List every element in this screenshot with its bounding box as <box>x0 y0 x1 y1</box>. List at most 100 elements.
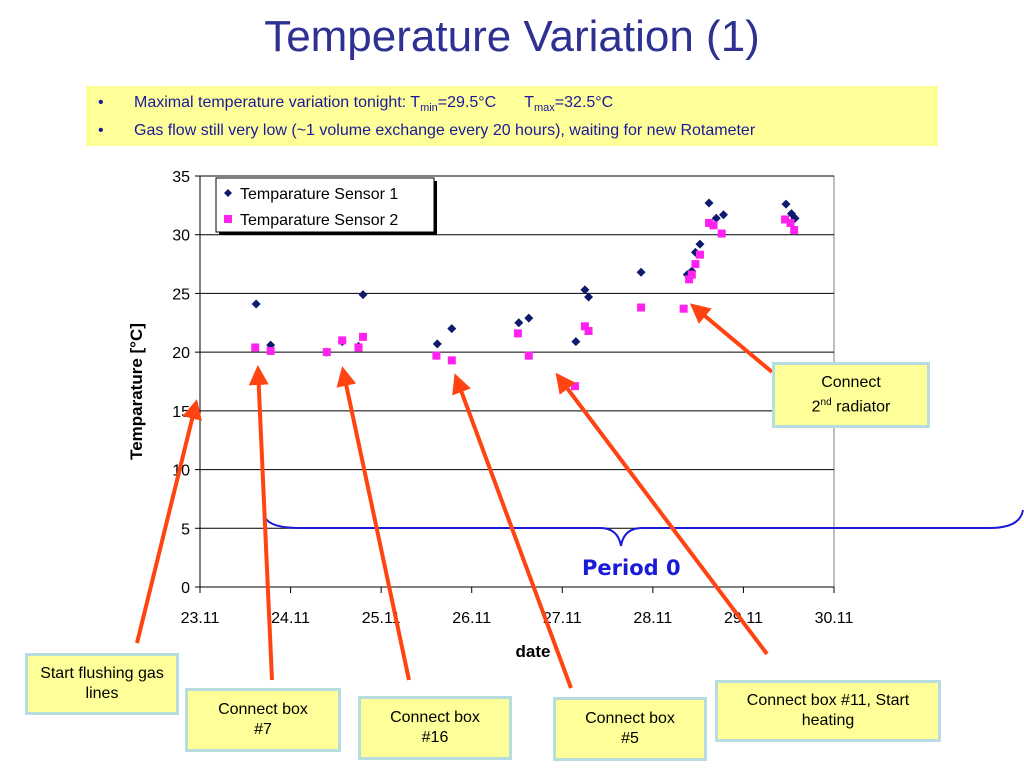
legend-label: Temparature Sensor 1 <box>240 186 398 203</box>
y-tick-label: 20 <box>172 345 190 362</box>
sensor2-point <box>432 351 441 360</box>
callout-connect-radiator: Connect 2nd radiator <box>772 362 930 428</box>
x-tick-label: 30.11 <box>815 610 854 627</box>
sensor1-point <box>704 198 714 208</box>
radiator-line1: Connect <box>821 373 881 391</box>
arrow-box7 <box>248 365 274 681</box>
sensor2-point <box>679 304 688 313</box>
callout-connect-box-11: Connect box #11, Start heating <box>715 680 941 742</box>
sensor2-point <box>322 348 331 357</box>
callout-box7-text: Connect box #7 <box>218 701 308 738</box>
bullet-1: • <box>98 94 104 111</box>
tmax-value: =32.5°C <box>554 94 614 111</box>
radiator-rest: radiator <box>831 398 891 416</box>
sensor2-point <box>691 260 700 269</box>
sensor1-point <box>580 285 590 295</box>
sensor2-point <box>524 351 533 360</box>
x-axis-label: date <box>516 642 551 661</box>
sensor1-point <box>571 337 581 347</box>
notes-box: • Maximal temperature variation tonight: … <box>86 86 938 146</box>
sensor2-point <box>513 329 522 338</box>
legend-marker-sensor1 <box>224 189 232 197</box>
sensor2-point <box>580 322 589 331</box>
sensor1-point <box>781 199 791 209</box>
legend-marker-sensor2 <box>224 215 232 223</box>
sensor2-point <box>359 332 368 341</box>
sensor2-point <box>685 275 694 284</box>
sensor1-point <box>711 213 721 223</box>
sensor1-point <box>358 290 368 300</box>
bullet-2: • <box>98 122 104 139</box>
sensor2-point <box>354 343 363 352</box>
x-tick-label: 23.11 <box>181 610 220 627</box>
x-tick-label: 29.11 <box>724 610 763 627</box>
sensor1-point <box>584 292 594 302</box>
sensor1-point <box>636 267 646 277</box>
y-axis-label: Temparature [°C] <box>127 323 146 460</box>
arrow-start-flushing <box>135 399 202 644</box>
sensor2-point <box>447 356 456 365</box>
sensor1-point <box>524 313 534 323</box>
note-gas-flow: • Gas flow still very low (~1 volume exch… <box>98 122 755 140</box>
x-tick-label: 27.11 <box>543 610 582 627</box>
callout-start-flushing: Start flushing gas lines <box>25 653 179 715</box>
sensor2-point <box>338 336 347 345</box>
sensor2-point <box>781 215 790 224</box>
sensor1-point <box>432 339 442 349</box>
sensor2-point <box>709 221 718 230</box>
sensor2-point <box>705 218 714 227</box>
y-tick-label: 25 <box>172 286 190 303</box>
y-tick-label: 15 <box>172 404 190 421</box>
tmax-symbol: T <box>524 94 535 111</box>
radiator-num: 2 <box>811 398 821 416</box>
period-brace <box>263 509 1024 547</box>
callout-box16-text: Connect box #16 <box>390 709 480 746</box>
y-tick-label: 0 <box>181 580 190 597</box>
arrow-box11 <box>555 372 769 656</box>
sensor2-point <box>570 382 579 391</box>
sensor1-point <box>690 247 700 257</box>
sensor2-point <box>584 327 593 336</box>
sensor2-point <box>695 250 704 259</box>
callout-connect-box-5: Connect box #5 <box>553 697 707 761</box>
arrow-radiator <box>689 303 774 374</box>
radiator-sup: nd <box>820 396 832 408</box>
sensor1-point <box>251 299 261 309</box>
tmax-subscript: max <box>534 102 555 115</box>
y-tick-label: 5 <box>181 521 190 538</box>
sensor1-point <box>514 318 524 328</box>
callout-connect-box-7: Connect box #7 <box>185 688 341 752</box>
sensor2-point <box>687 270 696 279</box>
tmin-value: =29.5°C <box>437 94 497 111</box>
y-tick-label: 30 <box>172 228 190 245</box>
x-tick-label: 24.11 <box>271 610 310 627</box>
sensor2-point <box>790 226 799 235</box>
sensor2-point <box>717 229 726 238</box>
sensor2-point <box>251 343 260 352</box>
sensor2-point <box>266 346 275 355</box>
sensor2-point <box>786 218 795 227</box>
slide-title: Temperature Variation (1) <box>264 12 760 61</box>
sensor1-point <box>447 324 457 334</box>
arrow-box16 <box>336 366 411 681</box>
note-max-variation: • Maximal temperature variation tonight: … <box>98 94 613 114</box>
note2-text: Gas flow still very low (~1 volume excha… <box>134 122 756 139</box>
callout-box5-text: Connect box #5 <box>585 710 675 747</box>
y-tick-label: 35 <box>172 169 190 186</box>
period-label: Period 0 <box>582 556 681 580</box>
sensor1-point <box>719 210 729 220</box>
tmin-subscript: min <box>420 102 438 115</box>
callout-box11-text: Connect box #11, Start heating <box>746 692 910 729</box>
legend-label: Temparature Sensor 2 <box>240 212 398 229</box>
x-tick-label: 26.11 <box>452 610 491 627</box>
callout-connect-box-16: Connect box #16 <box>358 696 512 760</box>
x-tick-label: 25.11 <box>362 610 401 627</box>
legend-box <box>215 177 435 233</box>
callout-radiator-text: Connect 2nd radiator <box>812 373 891 417</box>
arrow-box5 <box>452 373 573 689</box>
x-tick-label: 28.11 <box>633 610 672 627</box>
sensor1-point <box>695 239 705 249</box>
callout-start-flushing-text: Start flushing gas lines <box>40 665 164 702</box>
note1-prefix: Maximal temperature variation tonight: T <box>134 94 421 111</box>
